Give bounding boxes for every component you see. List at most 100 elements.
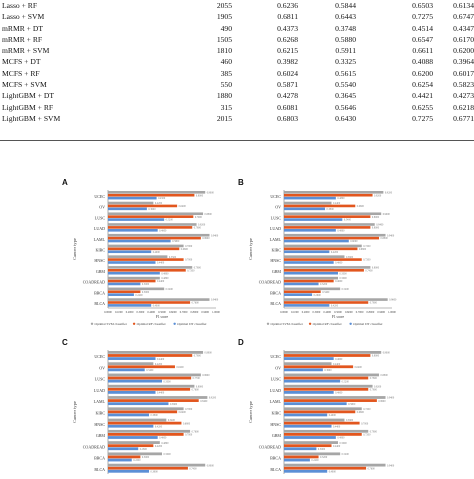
bar [108,298,210,301]
x-tick-label: 0.0000 [104,311,112,314]
data-label: 0.4200 [155,363,163,366]
data-label: 0.4400 [157,392,165,395]
legend-marker [308,322,312,325]
bar [108,410,178,414]
bar [284,418,345,422]
bar [108,255,168,258]
category-label: UCEC [270,194,281,199]
bar [108,269,186,272]
category-label: COADREAD [83,444,105,449]
bar [108,379,162,383]
category-label: LAML [270,399,282,404]
table-bottom-rule [0,140,474,141]
value-cell: 0.7275 [412,113,433,123]
bar [284,258,362,261]
category-label: UCEC [94,354,105,359]
bar [284,429,369,433]
bar [108,201,154,205]
value-cell: 0.4373 [277,23,298,33]
x-tick-label: 0.0000 [280,311,288,314]
x-tick-label: 0.5000 [334,311,342,314]
bar [284,215,371,218]
bar [284,384,373,388]
x-tick-label: 0.2000 [126,311,134,314]
category-label: BRCA [94,456,105,461]
data-label: 0.8000 [196,385,204,388]
data-label: 0.3400 [146,369,154,372]
value-cell: 315 [220,102,232,112]
bar [108,384,195,388]
bar [284,191,384,194]
method-cell: MCFS + RF [2,68,40,78]
category-label: BRCA [270,456,281,461]
panel-label: D [238,338,244,347]
x-tick-label: 0.6000 [345,311,353,314]
bar [108,433,184,436]
bar [284,261,334,264]
value-cell: 0.4273 [453,91,474,101]
category-label: OV [99,365,105,370]
data-label: 0.7900 [195,216,203,219]
category-label: GBM [272,269,282,274]
value-cell: 0.6170 [453,34,474,44]
category-label: LUAD [270,226,281,231]
data-label: 0.8600 [202,374,210,377]
data-label: 0.4600 [159,229,167,232]
bar [108,212,204,216]
data-label: 0.6400 [179,205,187,208]
value-cell: 0.7275 [412,12,433,22]
method-cell: Lasso + SVM [2,12,45,22]
bar-chart-a: UCEC0.90000.80000.4500OV0.42000.64000.36… [72,190,220,326]
data-label: 0.7200 [363,408,371,411]
category-label: KIRC [271,248,281,253]
value-cell: 0.5646 [335,102,356,112]
bar [284,373,380,377]
bar [284,226,371,229]
value-cell: 0.5911 [335,46,356,56]
bar [108,282,141,286]
category-label: KIRC [95,411,105,416]
bar [108,447,139,451]
category-label: UCEC [94,194,105,199]
x-tick-label: 0.9000 [201,311,209,314]
x-tick-label: 0.5000 [158,311,166,314]
legend-marker [266,322,270,325]
bar [284,368,323,372]
legend-marker [173,322,176,325]
data-label: 0.9400 [211,299,219,302]
value-cell: 1810 [216,46,232,56]
bar [284,407,362,411]
value-cell: 0.5844 [335,1,356,10]
value-cell: 2015 [216,113,232,123]
bar [108,223,197,226]
bar [284,354,371,357]
legend-entry: Optimal DT classifier [353,322,383,326]
x-tick-label: 0.3000 [137,311,145,314]
value-cell: 0.3964 [453,57,474,67]
x-tick-label: 1.0000 [388,311,396,314]
bar [108,365,175,369]
chart-panel-b: B UCEC 0.9200 0.8200 0.4800 OV 0.4400 0.6600 0.… [238,178,410,330]
value-cell: 0.3748 [335,23,356,33]
data-label: 0.7800 [370,389,378,392]
value-cell: 0.6081 [277,102,298,112]
data-label: 0.7400 [365,269,373,272]
data-label: 0.4200 [155,445,163,448]
category-label: LAML [94,399,106,404]
x-tick-label: 0.4000 [147,311,155,314]
data-label: 0.4400 [333,202,341,205]
bar [284,433,362,436]
data-label: 0.8600 [202,237,210,240]
data-label: 0.7600 [192,389,200,392]
data-label: 0.2400 [135,294,143,297]
bar [108,441,160,444]
y-axis-title: Cancer type [72,238,77,260]
bar [284,244,362,248]
value-cell: 385 [220,68,232,78]
bar [284,466,367,470]
value-cell: 1905 [216,12,232,22]
data-label: 0.7200 [363,434,371,437]
method-cell: MCFS + SVM [2,80,47,90]
chart-panel-d: D UCEC 0.9000 0.8000 0.4600 OV 0.4400 0.6400 0.… [238,338,410,474]
value-cell: 0.6747 [453,12,474,22]
